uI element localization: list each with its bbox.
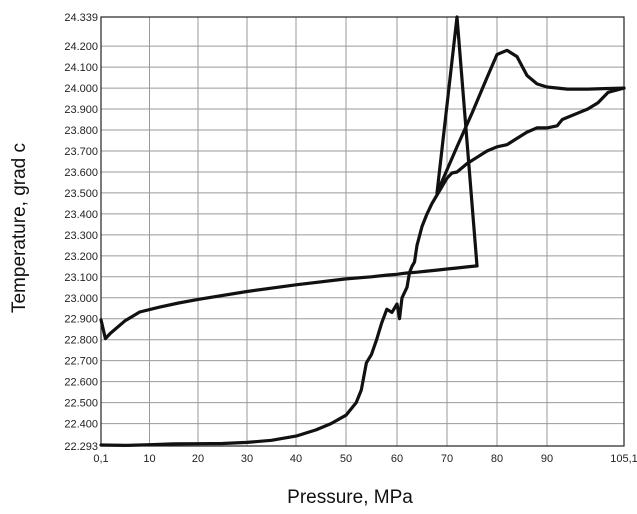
y-tick-label: 23.500 <box>64 188 98 200</box>
x-tick-label: 60 <box>391 453 403 465</box>
y-tick-label: 23.800 <box>64 125 98 137</box>
y-tick-label: 24.100 <box>64 62 98 74</box>
x-tick-label: 90 <box>541 453 553 465</box>
series-group <box>99 15 626 447</box>
y-tick-label: 23.300 <box>64 230 98 242</box>
y-tick-label: 23.900 <box>64 104 98 116</box>
y-tick-label: 23.600 <box>64 167 98 179</box>
x-axis-ticks: 0,1 10 20 30 40 50 60 70 80 90 105,1 <box>93 453 637 465</box>
x-axis-title: Pressure, MPa <box>287 487 413 508</box>
y-tick-label: 22.900 <box>64 314 98 326</box>
y-tick-label: 23.400 <box>64 209 98 221</box>
x-tick-label: 20 <box>192 453 204 465</box>
y-tick-label: 22.500 <box>64 398 98 410</box>
x-tick-label: 80 <box>491 453 503 465</box>
x-tick-label: 50 <box>340 453 352 465</box>
series-line-2 <box>99 86 626 447</box>
y-tick-label: 23.700 <box>64 146 98 158</box>
series-line-3 <box>435 15 479 268</box>
y-tick-label: 23.100 <box>64 272 98 284</box>
x-tick-label: 70 <box>441 453 453 465</box>
y-tick-label: 22.700 <box>64 356 98 368</box>
y-axis-ticks: 22.293 22.400 22.500 22.600 22.700 22.800 22.9… <box>64 12 98 453</box>
grid <box>101 17 624 446</box>
x-tick-label: 40 <box>290 453 302 465</box>
y-tick-label: 24.200 <box>64 41 98 53</box>
y-tick-label: 22.293 <box>64 441 98 453</box>
y-tick-label: 22.800 <box>64 335 98 347</box>
y-tick-label: 24.339 <box>64 12 98 24</box>
x-tick-label: 10 <box>143 453 155 465</box>
plot-frame <box>100 16 625 447</box>
x-tick-label: 30 <box>241 453 253 465</box>
y-tick-label: 22.600 <box>64 377 98 389</box>
y-tick-label: 23.000 <box>64 293 98 305</box>
x-tick-label: 0,1 <box>93 453 108 465</box>
y-tick-label: 24.000 <box>64 83 98 95</box>
series-line-1 <box>99 264 479 341</box>
y-tick-label: 22.400 <box>64 419 98 431</box>
y-tick-label: 23.200 <box>64 251 98 263</box>
x-tick-label: 105,1 <box>610 453 637 465</box>
series-line-4 <box>435 48 626 195</box>
y-axis-title: Temperature, grad c <box>9 143 30 313</box>
